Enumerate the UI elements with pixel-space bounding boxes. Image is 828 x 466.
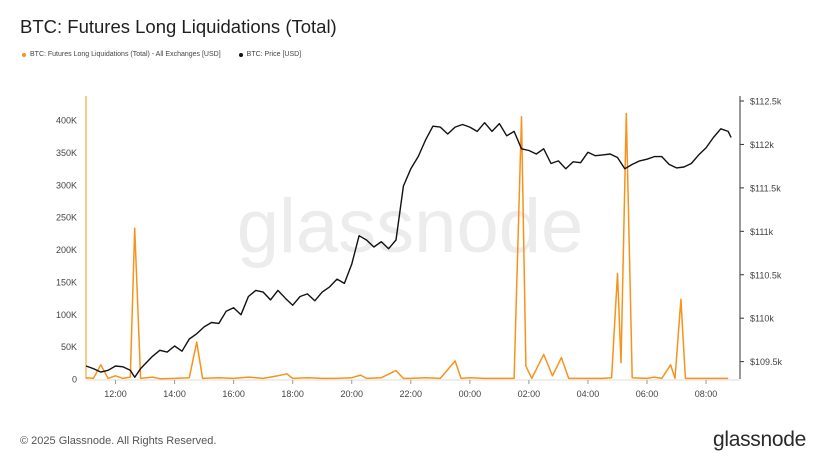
series-line-price: [85, 121, 732, 378]
x-tick-label: 12:00: [104, 389, 127, 399]
legend-label-price: BTC: Price [USD]: [246, 51, 302, 58]
y-left-tick-label: 100K: [56, 310, 77, 320]
y-left-tick-label: 0: [72, 375, 77, 385]
legend-label-liquidations: BTC: Futures Long Liquidations (Total) -…: [30, 51, 221, 58]
x-tick-label: 02:00: [518, 389, 541, 399]
x-tick-label: 00:00: [459, 389, 482, 399]
copyright: © 2025 Glassnode. All Rights Reserved.: [20, 435, 217, 447]
legend-item-price[interactable]: BTC: Price [USD]: [238, 51, 302, 58]
y-right-tick-label: $111k: [750, 227, 774, 237]
y-right-tick-label: $112k: [750, 140, 774, 150]
y-right-tick-label: $110k: [750, 314, 774, 324]
y-left-tick-label: 200K: [56, 245, 77, 255]
y-right-tick-label: $112.5k: [750, 97, 782, 107]
y-right-tick-label: $109.5k: [750, 357, 783, 367]
legend: BTC: Futures Long Liquidations (Total) -…: [22, 51, 301, 58]
x-tick-label: 14:00: [163, 389, 186, 399]
y-right-tick-label: $111.5k: [750, 183, 781, 193]
x-tick-label: 18:00: [281, 389, 304, 399]
x-tick-label: 22:00: [400, 389, 423, 399]
y-left-tick-label: 350K: [56, 148, 77, 158]
series-line-liquidations: [85, 112, 729, 380]
y-left-tick-label: 300K: [56, 180, 77, 190]
x-tick-label: 08:00: [695, 389, 718, 399]
legend-dot-price: [238, 52, 243, 57]
legend-item-liquidations[interactable]: BTC: Futures Long Liquidations (Total) -…: [22, 51, 221, 58]
brand-logo: glassnode: [712, 428, 806, 451]
x-tick-label: 20:00: [340, 389, 363, 399]
legend-dot-liquidations: [22, 52, 26, 57]
y-left-tick-label: 250K: [56, 213, 77, 223]
x-tick-label: 16:00: [222, 389, 245, 399]
y-left-tick-label: 150K: [56, 277, 77, 287]
y-right-tick-label: $110.5k: [750, 270, 782, 280]
y-left-tick-label: 400K: [56, 116, 77, 126]
chart-title: BTC: Futures Long Liquidations (Total): [20, 16, 337, 37]
x-tick-label: 06:00: [636, 389, 659, 399]
watermark: glassnode: [237, 184, 584, 269]
y-left-tick-label: 50K: [61, 342, 77, 352]
x-tick-label: 04:00: [577, 389, 600, 399]
